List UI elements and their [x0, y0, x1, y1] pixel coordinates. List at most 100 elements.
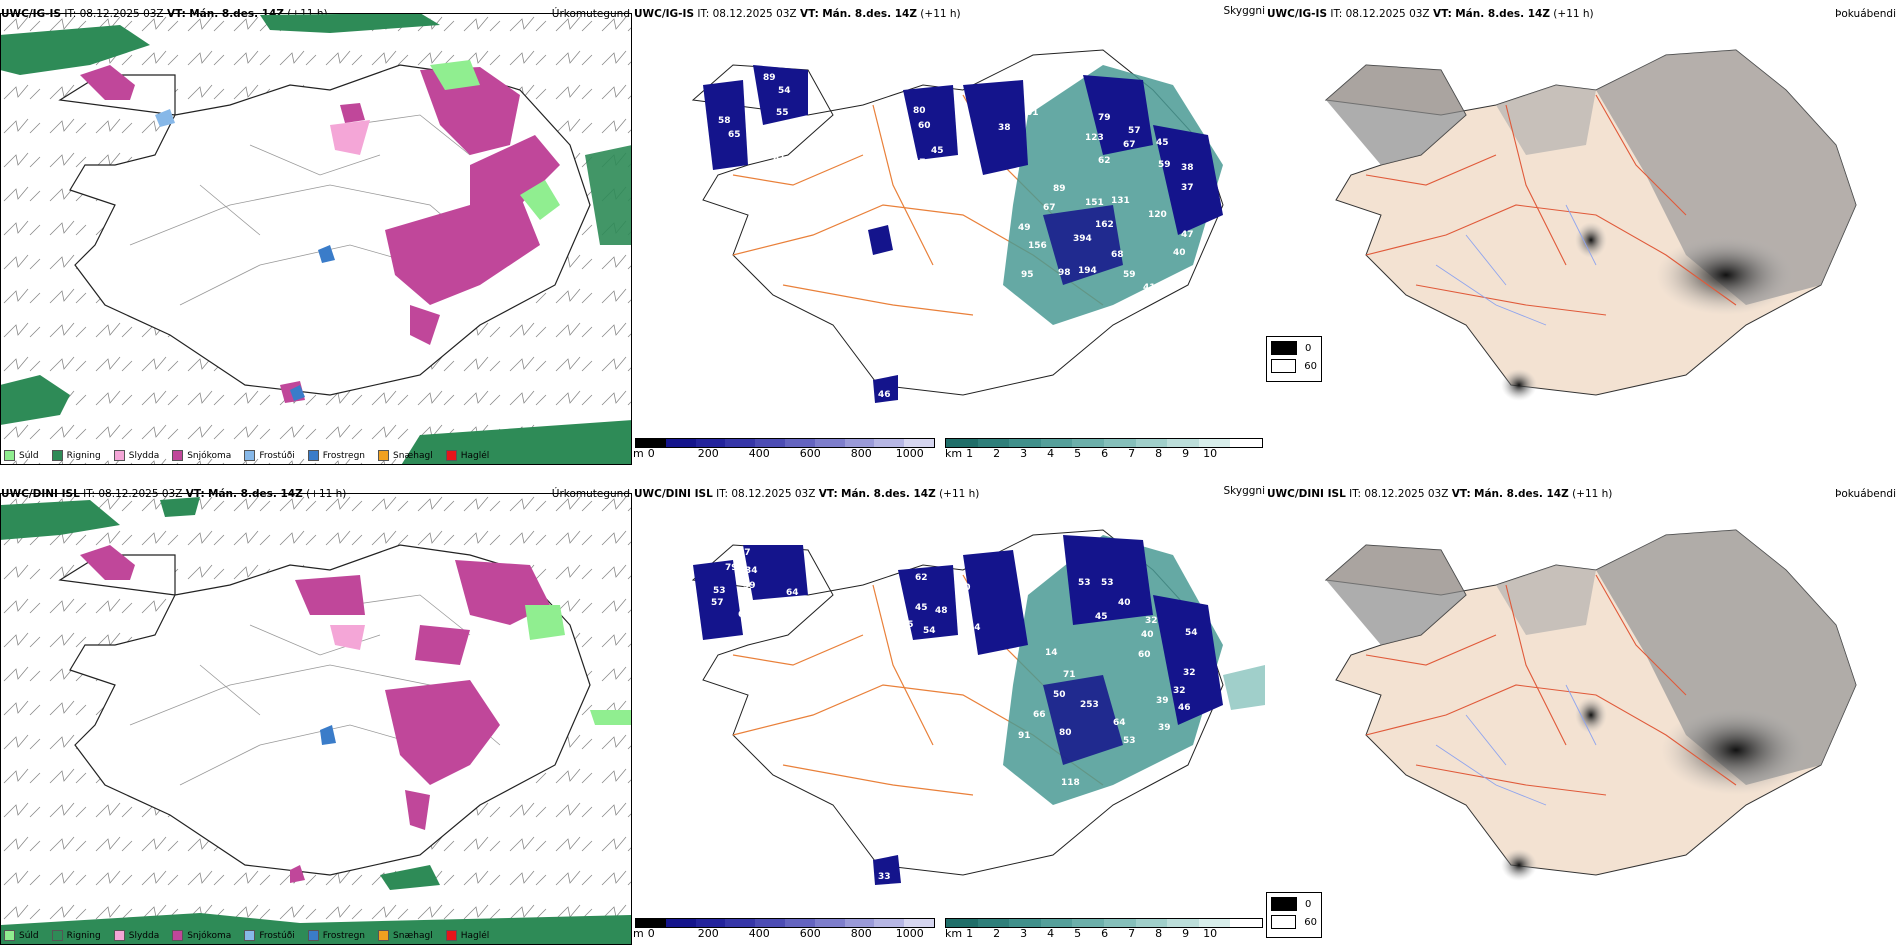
fog-area — [1596, 50, 1856, 305]
legend-item: Haglél — [445, 450, 489, 461]
legend-swatch — [1271, 897, 1297, 911]
ceiling-label: 57 — [1128, 126, 1141, 136]
legend-swatch — [1271, 915, 1297, 929]
ceiling-label: 48 — [935, 606, 948, 616]
precip-type-legend: Súld Rigning Slydda Snjókoma Frostúði Fr… — [4, 450, 489, 461]
ceiling-label: 63 — [738, 610, 751, 620]
ceiling-label: 62 — [1098, 156, 1111, 166]
low-ceiling-area — [963, 80, 1028, 175]
legend-item: Slydda — [113, 450, 159, 461]
drizzle-area — [590, 710, 631, 725]
legend-swatch — [445, 930, 457, 941]
low-ceiling-area — [1043, 205, 1123, 285]
ceiling-label: 61 — [1026, 108, 1039, 118]
fog-area — [1326, 545, 1466, 645]
iceland-outline — [58, 544, 591, 876]
snow-area — [385, 195, 540, 305]
ceiling-labels: 67 79 34 59 53 57 63 62 72 64 62 45 48 4… — [711, 548, 1198, 882]
panel-header: UWC/IG-IS IT: 08.12.2025 03Z VT: Mán. 8.… — [634, 8, 961, 20]
road-network — [732, 574, 1104, 796]
precip-map — [1, 14, 631, 464]
ceiling-label: 53 — [1101, 578, 1114, 588]
ceiling-label: 45 — [915, 603, 928, 613]
ceiling-label: 53 — [1123, 736, 1136, 746]
low-ceiling-area — [1043, 675, 1123, 765]
panel-parameter-label: Þokuábendi — [1835, 8, 1896, 20]
ceiling-label: 71 — [1063, 670, 1076, 680]
ceiling-label: 64 — [1113, 718, 1126, 728]
panel-fog-dini: UWC/DINI ISL IT: 08.12.2025 03Z VT: Mán.… — [1266, 485, 1898, 947]
road-network — [129, 594, 501, 786]
ceiling-label: 58 — [718, 116, 731, 126]
snow-area — [410, 305, 440, 345]
rain-area — [1, 913, 631, 944]
ceiling-label: 72 — [765, 628, 778, 638]
freezing-rain-area — [318, 245, 335, 263]
dense-fog-area — [1501, 369, 1537, 401]
ceiling-label: 57 — [711, 598, 724, 608]
rain-area — [401, 420, 631, 464]
legend-item: 60 — [1271, 359, 1317, 373]
rain-area — [1, 500, 120, 540]
freezing-rain-area — [290, 385, 305, 401]
ceiling-label: 40 — [1141, 630, 1154, 640]
panel-parameter-label: Skyggni — [1223, 485, 1266, 497]
ceiling-label: 53 — [1078, 578, 1091, 588]
ceiling-label: 194 — [1078, 266, 1097, 276]
ceiling-label: 60 — [1138, 650, 1151, 660]
low-ceiling-area — [1153, 595, 1223, 725]
ceiling-label: 156 — [1028, 241, 1047, 251]
fog-area — [1496, 565, 1596, 635]
ceiling-label: 47 — [913, 158, 926, 168]
ceiling-label: 54 — [968, 623, 981, 633]
dense-fog-area — [1656, 235, 1796, 315]
ceiling-label: 61 — [961, 241, 974, 251]
low-ceiling-area — [873, 375, 898, 403]
ceiling-label: 62 — [915, 573, 928, 583]
fog-legend: 0 60 — [1266, 892, 1322, 938]
rain-area — [1, 375, 70, 425]
legend-swatch — [378, 930, 390, 941]
low-ceiling-area — [743, 545, 808, 600]
ceiling-label: 14 — [1045, 648, 1058, 658]
ceiling-label: 39 — [1158, 723, 1171, 733]
ceiling-label: 37 — [1181, 183, 1194, 193]
ceiling-label: 120 — [1148, 210, 1167, 220]
panel-precip-type-dini: UWC/DINI ISL IT: 08.12.2025 03Z VT: Mán.… — [0, 485, 632, 947]
ceiling-label: 47 — [1181, 230, 1194, 240]
ceiling-label: 64 — [786, 588, 799, 598]
ceiling-label: 53 — [1060, 328, 1073, 338]
ceiling-label: 54 — [923, 626, 936, 636]
freezing-drizzle-area — [155, 109, 175, 127]
drizzle-area — [525, 605, 565, 640]
panel-header: UWC/DINI ISL IT: 08.12.2025 03Z VT: Mán.… — [634, 488, 980, 500]
fog-area — [1326, 65, 1466, 165]
legend-item: Rigning — [51, 450, 101, 461]
ceiling-label: 32 — [1145, 616, 1158, 626]
ceiling-label: 62 — [758, 613, 771, 623]
road-network — [1365, 574, 1737, 796]
map-frame — [0, 13, 632, 465]
ceiling-label: 61 — [773, 154, 786, 164]
sleet-area — [330, 625, 365, 650]
ceiling-label: 79 — [725, 563, 738, 573]
legend-item: 60 — [1271, 915, 1317, 929]
ceiling-label: 67 — [738, 548, 751, 558]
legend-item: 0 — [1271, 897, 1317, 911]
ceiling-label: 45 — [1095, 612, 1108, 622]
road-network — [129, 114, 501, 306]
ceiling-label: 123 — [1085, 133, 1104, 143]
legend-item: Súld — [4, 930, 39, 941]
ceiling-label: 131 — [1111, 196, 1130, 206]
snow-area — [415, 625, 470, 665]
ceiling-label: 151 — [1085, 198, 1104, 208]
road-network — [732, 94, 1104, 316]
visibility-map: 89 54 55 58 56 65 65 61 66 80 60 47 45 5… — [691, 49, 1224, 403]
ceiling-label: 98 — [1058, 268, 1071, 278]
legend-swatch — [113, 450, 125, 461]
ceiling-label: 40 — [958, 583, 971, 593]
legend-swatch — [307, 450, 319, 461]
fog-legend: 0 60 — [1266, 336, 1322, 382]
rain-area — [585, 145, 631, 245]
ceiling-label: 50 — [1053, 690, 1066, 700]
